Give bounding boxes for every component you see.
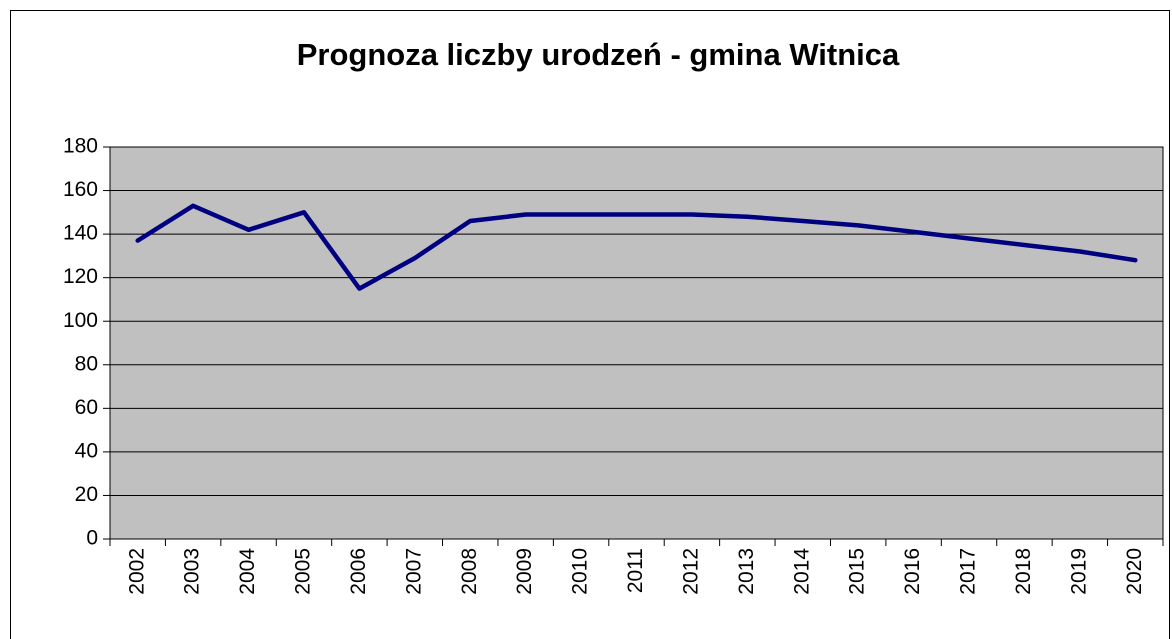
y-tick-label: 40: [75, 439, 98, 462]
y-tick-label: 140: [63, 222, 98, 245]
x-tick-label: 2019: [1067, 548, 1090, 595]
x-tick-label: 2003: [181, 548, 204, 595]
chart-frame: [10, 10, 1170, 639]
y-tick-label: 100: [63, 309, 98, 332]
x-tick-label: 2010: [569, 548, 592, 595]
x-tick-label: 2014: [790, 548, 813, 595]
x-tick-label: 2016: [901, 548, 924, 595]
x-tick-label: 2007: [402, 548, 425, 595]
x-tick-label: 2018: [1012, 548, 1035, 595]
y-tick-label: 20: [75, 483, 98, 506]
y-tick-label: 160: [63, 178, 98, 201]
x-tick-label: 2011: [624, 548, 647, 593]
x-tick-label: 2006: [347, 548, 370, 595]
data-line: [135, 203, 1138, 291]
x-tick-label: 2020: [1123, 548, 1146, 595]
plot-border: [109, 146, 1164, 540]
x-tick-label: 2012: [679, 548, 702, 595]
x-tick-label: 2005: [292, 548, 315, 595]
chart-title: Prognoza liczby urodzeń - gmina Witnica: [297, 37, 900, 72]
y-tick-label: 120: [63, 265, 98, 288]
y-tick-label: 60: [75, 396, 98, 419]
y-tick-label: 0: [86, 527, 98, 550]
x-tick-label: 2015: [846, 548, 869, 595]
x-tick-label: 2017: [957, 548, 980, 595]
x-tick-label: 2008: [458, 548, 481, 595]
plot-area: [110, 147, 1163, 539]
x-tick-label: 2002: [125, 548, 148, 595]
y-tick-label: 180: [63, 135, 98, 158]
x-tick-label: 2009: [513, 548, 536, 595]
x-tick-label: 2004: [236, 548, 259, 595]
y-tick-label: 80: [75, 352, 98, 375]
x-tick-label: 2013: [735, 548, 758, 595]
